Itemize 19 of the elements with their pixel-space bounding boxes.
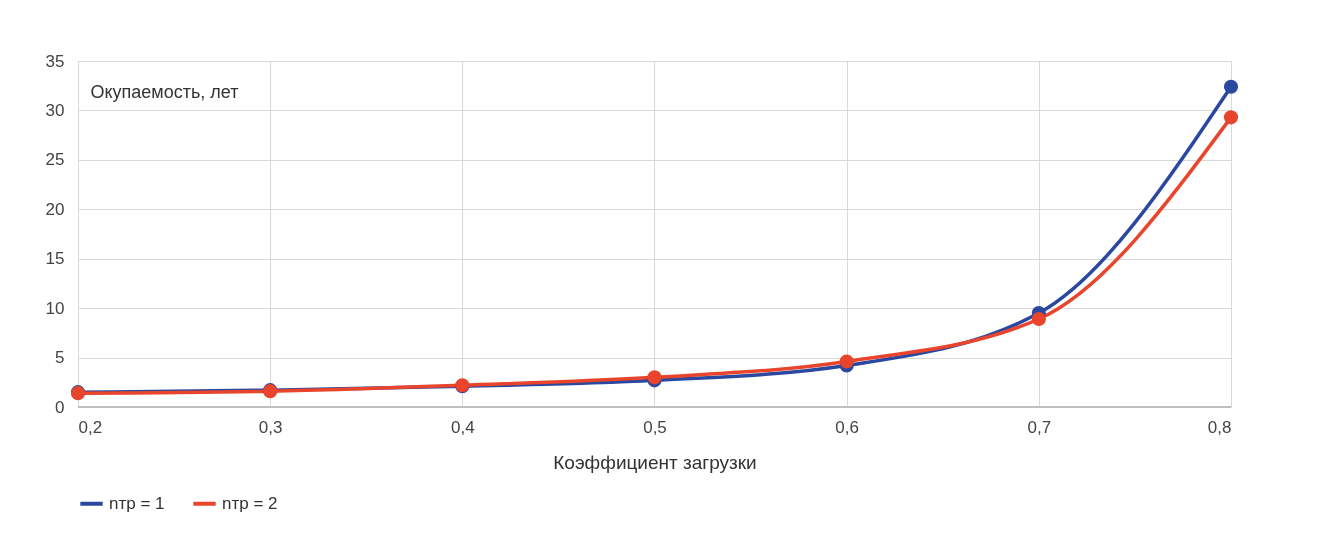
legend-label: nтр = 1 — [109, 493, 165, 513]
y-tick-label: 20 — [45, 199, 65, 219]
y-tick-label: 5 — [55, 348, 65, 368]
y-tick-label: 25 — [45, 150, 65, 170]
x-axis-title: Коэффициент загрузки — [553, 451, 757, 473]
x-tick-label: 0,2 — [78, 417, 103, 437]
x-tick-label: 0,6 — [835, 417, 859, 437]
y-tick-label: 35 — [45, 51, 65, 71]
y-axis-title: Окупаемость, лет — [90, 81, 239, 102]
x-tick-label: 0,8 — [1207, 417, 1232, 437]
y-tick-label: 0 — [55, 397, 65, 417]
x-tick-label: 0,7 — [1027, 417, 1052, 437]
x-tick-label: 0,3 — [258, 417, 283, 437]
y-tick-label: 10 — [45, 298, 65, 318]
x-tick-label: 0,5 — [643, 417, 667, 437]
y-tick-label: 30 — [45, 100, 65, 120]
y-tick-label: 15 — [45, 249, 65, 269]
x-tick-label: 0,4 — [451, 417, 475, 437]
legend-label: nтр = 2 — [222, 493, 278, 513]
